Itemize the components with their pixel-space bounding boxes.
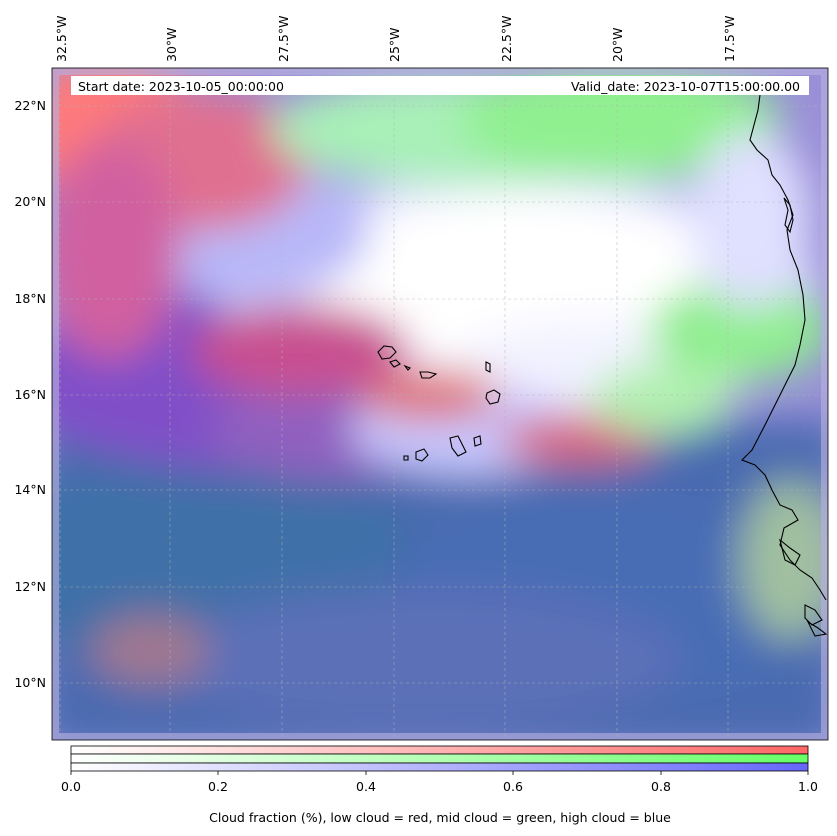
colorbar-tick: 0.6 — [503, 779, 523, 794]
cloud-field — [52, 68, 828, 740]
longitude-labels: 32.5°W 30°W 27.5°W 25°W 22.5°W 20°W 17.5… — [54, 16, 737, 62]
colorbar-tick: 0.0 — [61, 779, 81, 794]
lat-label: 18°N — [14, 291, 46, 306]
lon-label: 30°W — [164, 27, 179, 62]
colorbar-low-cloud — [70, 745, 809, 755]
colorbar-title: Cloud fraction (%), low cloud = red, mid… — [209, 810, 671, 825]
cape-verde-islands — [377, 345, 501, 462]
lat-label: 22°N — [14, 98, 46, 113]
lat-label: 14°N — [14, 482, 46, 497]
lon-label: 20°W — [610, 27, 625, 62]
coastline — [741, 94, 828, 637]
lon-label: 27.5°W — [276, 16, 291, 62]
date-label-strip — [71, 76, 809, 95]
colorbar-tick: 0.4 — [356, 779, 376, 794]
lat-label: 12°N — [14, 579, 46, 594]
colorbar-tick: 1.0 — [798, 779, 818, 794]
latitude-labels: 22°N 20°N 18°N 16°N 14°N 12°N 10°N — [14, 98, 46, 690]
lat-label: 10°N — [14, 675, 46, 690]
lat-label: 20°N — [14, 194, 46, 209]
lon-label: 25°W — [387, 27, 402, 62]
lon-label: 17.5°W — [722, 16, 737, 62]
lon-label: 32.5°W — [54, 16, 69, 62]
colorbar-high-cloud — [70, 762, 809, 772]
gridlines — [52, 68, 828, 740]
colorbar-tick: 0.2 — [208, 779, 228, 794]
lat-label: 16°N — [14, 387, 46, 402]
colorbar-mid-cloud — [70, 753, 809, 764]
colorbar-tick: 0.8 — [651, 779, 671, 794]
colorbar: 0.0 0.2 0.4 0.6 0.8 1.0 Cloud fraction (… — [61, 745, 818, 825]
start-date-label: Start date: 2023-10-05_00:00:00 — [78, 79, 284, 94]
valid-date-label: Valid_date: 2023-10-07T15:00:00.00 — [571, 79, 800, 94]
lon-label: 22.5°W — [499, 16, 514, 62]
map-frame — [51, 67, 829, 741]
